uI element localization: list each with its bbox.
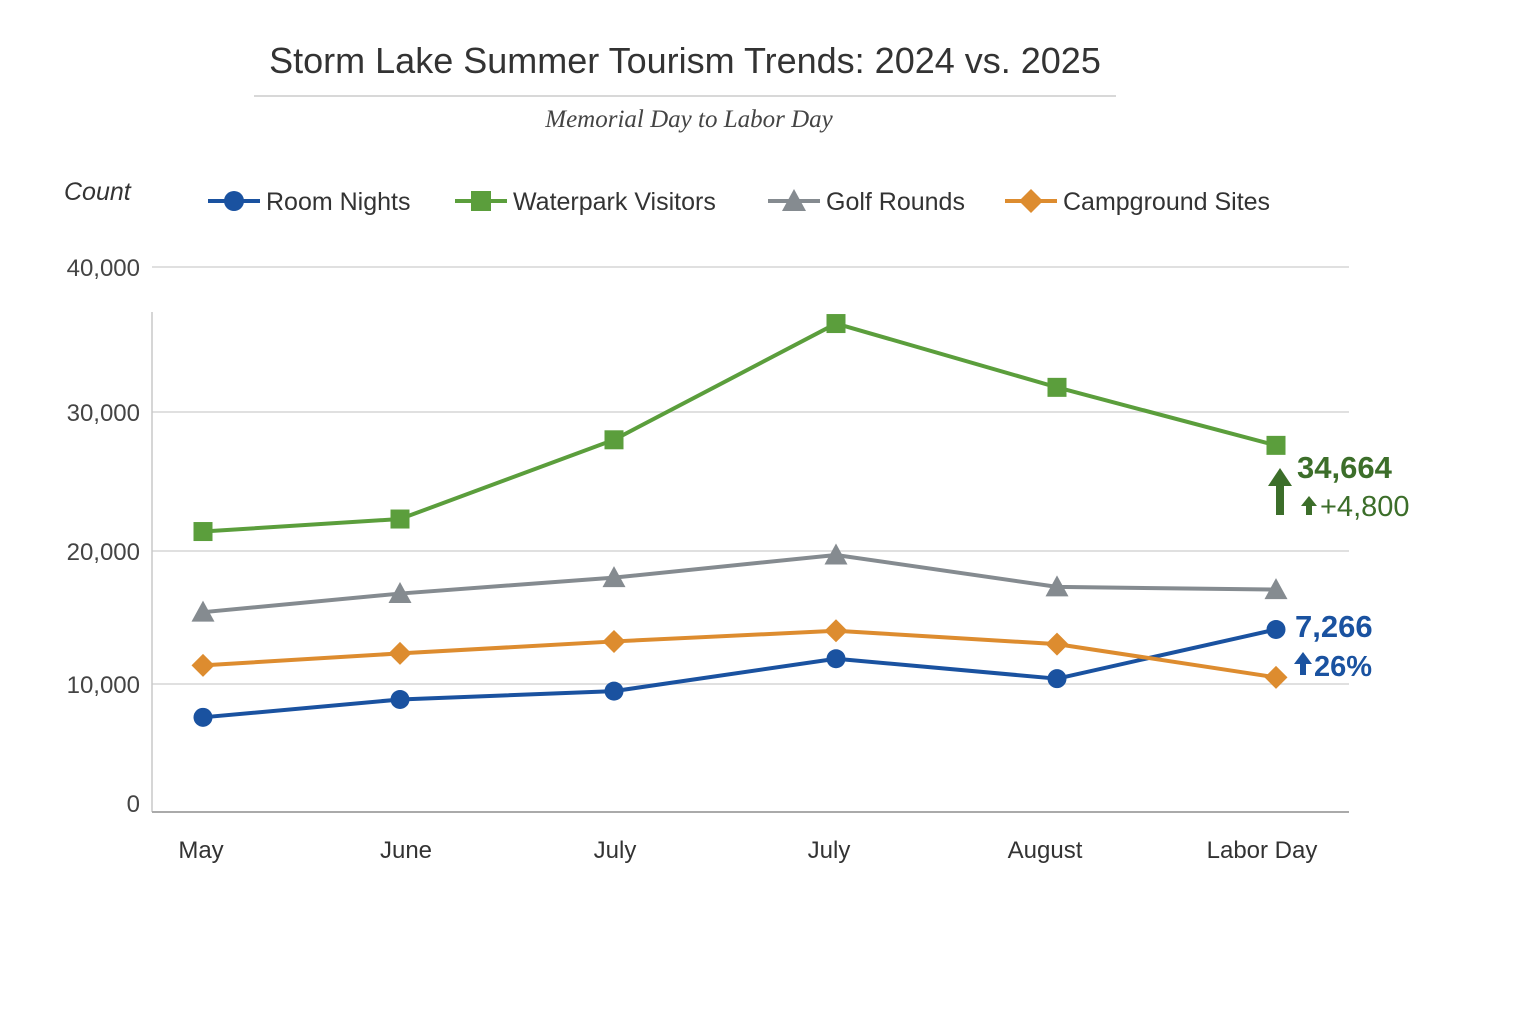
annotation-change: +4,800: [1320, 491, 1410, 523]
y-axis-label: Count: [64, 178, 132, 206]
y-tick-label: 30,000: [67, 400, 140, 427]
y-tick-label: 20,000: [67, 539, 140, 566]
legend-marker-diamond: [1019, 189, 1043, 213]
data-point-circle: [604, 681, 624, 701]
data-point-triangle: [602, 566, 626, 588]
data-point-circle: [390, 689, 410, 709]
data-point-circle: [1047, 669, 1067, 689]
legend-marker-square: [471, 191, 491, 211]
x-tick-label: May: [178, 837, 223, 864]
series-line: [202, 321, 1277, 534]
data-point-triangle: [1264, 578, 1288, 600]
title-divider: [254, 95, 1116, 97]
arrow-up-icon: [1301, 496, 1317, 515]
data-point-diamond: [602, 629, 626, 653]
legend-marker-triangle: [782, 189, 806, 211]
x-tick-label: July: [808, 837, 851, 864]
data-point-circle: [193, 707, 213, 727]
arrow-up-icon: [1268, 468, 1292, 515]
data-point-diamond: [1045, 632, 1069, 656]
x-tick-label: July: [594, 837, 637, 864]
data-point-circle: [826, 649, 846, 669]
data-point-square: [604, 430, 624, 450]
data-point-triangle: [1045, 575, 1069, 597]
y-tick-label: 10,000: [67, 672, 140, 699]
y-tick-label: 0: [127, 791, 140, 818]
legend-label: Waterpark Visitors: [513, 188, 716, 216]
data-point-triangle: [191, 600, 215, 622]
legend-label: Room Nights: [266, 188, 411, 216]
legend-label: Campground Sites: [1063, 188, 1270, 216]
legend-marker-circle: [224, 191, 244, 211]
data-point-circle: [1266, 619, 1286, 639]
legend-label: Golf Rounds: [826, 188, 965, 216]
data-point-square: [826, 314, 846, 334]
series-line: [202, 552, 1277, 615]
data-point-diamond: [1264, 665, 1288, 689]
series-line: [202, 627, 1277, 720]
data-point-triangle: [824, 543, 848, 565]
annotation-value: 7,266: [1295, 609, 1373, 644]
data-point-diamond: [824, 619, 848, 643]
y-tick-label: 40,000: [67, 255, 140, 282]
chart-title: Storm Lake Summer Tourism Trends: 2024 v…: [269, 40, 1101, 81]
annotation-value: 34,664: [1297, 450, 1393, 485]
data-point-square: [390, 509, 410, 529]
x-tick-label: August: [1008, 837, 1083, 864]
data-point-square: [1266, 435, 1286, 455]
annotation-change: 26%: [1314, 651, 1372, 683]
data-point-square: [193, 522, 213, 542]
chart-subtitle: Memorial Day to Labor Day: [545, 106, 833, 133]
series-line: [202, 628, 1277, 680]
data-point-triangle: [388, 582, 412, 604]
x-tick-label: Labor Day: [1207, 837, 1318, 864]
data-point-diamond: [191, 653, 215, 677]
x-tick-label: June: [380, 837, 432, 864]
data-point-square: [1047, 377, 1067, 397]
arrow-up-icon: [1294, 652, 1312, 675]
data-point-diamond: [388, 641, 412, 665]
